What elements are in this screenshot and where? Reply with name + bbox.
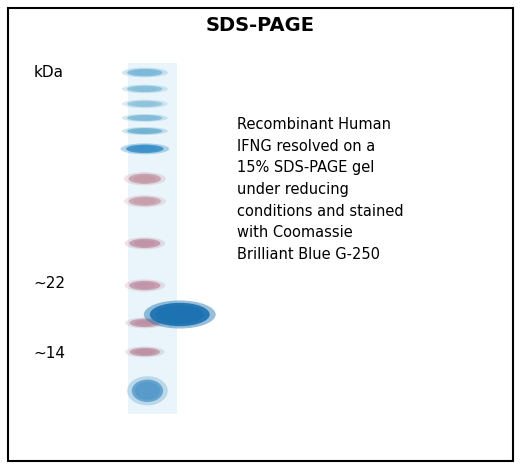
Ellipse shape <box>150 303 209 326</box>
Ellipse shape <box>122 68 168 77</box>
Ellipse shape <box>132 70 157 75</box>
Ellipse shape <box>124 172 166 185</box>
Ellipse shape <box>125 279 165 292</box>
Text: kDa: kDa <box>34 65 64 80</box>
Ellipse shape <box>122 100 168 108</box>
Ellipse shape <box>132 380 163 402</box>
Ellipse shape <box>133 175 156 183</box>
Ellipse shape <box>134 282 156 289</box>
Text: SDS-PAGE: SDS-PAGE <box>206 16 315 35</box>
Ellipse shape <box>127 86 163 92</box>
Ellipse shape <box>132 116 157 120</box>
Ellipse shape <box>127 376 168 405</box>
Ellipse shape <box>127 69 163 76</box>
Ellipse shape <box>127 128 163 134</box>
Ellipse shape <box>129 239 160 248</box>
Ellipse shape <box>124 195 166 207</box>
Ellipse shape <box>125 317 165 329</box>
Ellipse shape <box>120 143 169 154</box>
Ellipse shape <box>125 237 165 249</box>
Text: ~22: ~22 <box>34 276 66 291</box>
Ellipse shape <box>134 349 155 355</box>
Ellipse shape <box>133 198 156 205</box>
Text: Recombinant Human
IFNG resolved on a
15% SDS-PAGE gel
under reducing
conditions : Recombinant Human IFNG resolved on a 15%… <box>237 117 404 262</box>
Ellipse shape <box>122 114 168 122</box>
Ellipse shape <box>126 145 164 153</box>
Ellipse shape <box>144 300 216 329</box>
Ellipse shape <box>132 146 158 152</box>
Ellipse shape <box>129 281 160 290</box>
Ellipse shape <box>156 305 204 324</box>
Bar <box>128 63 177 414</box>
Ellipse shape <box>122 85 168 93</box>
Ellipse shape <box>134 320 155 326</box>
Ellipse shape <box>129 174 161 184</box>
Text: ~14: ~14 <box>34 346 66 361</box>
Ellipse shape <box>127 101 163 107</box>
Ellipse shape <box>135 382 160 400</box>
Ellipse shape <box>122 127 168 135</box>
Ellipse shape <box>132 102 157 106</box>
Ellipse shape <box>132 129 157 133</box>
Ellipse shape <box>125 346 165 358</box>
Ellipse shape <box>134 240 156 247</box>
Ellipse shape <box>127 115 163 121</box>
Ellipse shape <box>129 197 161 206</box>
Ellipse shape <box>132 87 157 91</box>
Ellipse shape <box>130 348 160 356</box>
Ellipse shape <box>130 319 160 327</box>
